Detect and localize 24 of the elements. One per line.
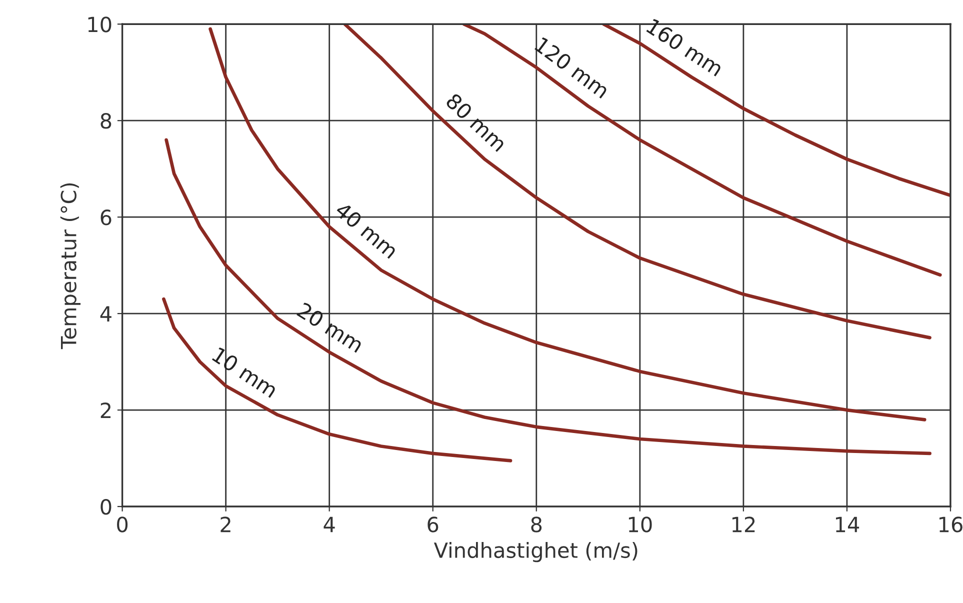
y-tick-label: 0 — [100, 498, 112, 515]
x-tick-label: 2 — [220, 516, 230, 532]
text: 120 mm — [534, 36, 610, 99]
x-axis-title: Vindhastighet (m/s) — [434, 542, 638, 562]
text: 160 mm — [646, 18, 724, 77]
x-tick-label: 12 — [732, 516, 755, 532]
x-tick-label: 4 — [324, 516, 335, 532]
x-tick-label: 8 — [531, 516, 542, 532]
y-tick-label: 2 — [100, 402, 110, 418]
x-tick-label: 10 — [628, 516, 652, 532]
y-tick-label: 10 — [88, 16, 112, 32]
x-tick-label: 14 — [836, 516, 860, 532]
y-tick-label: 4 — [100, 306, 112, 322]
text: 80 mm — [445, 92, 508, 152]
x-tick-label: 16 — [940, 516, 962, 532]
y-tick-label: 6 — [100, 210, 112, 226]
text: 10 mm — [212, 346, 278, 398]
text: 20 mm — [296, 302, 364, 353]
line-series — [162, 297, 512, 462]
y-axis-title: Temperatur (°C) — [60, 183, 81, 350]
text: 40 mm — [334, 201, 399, 259]
x-tick-label: 0 — [117, 516, 128, 532]
x-tick-label: 6 — [428, 516, 438, 532]
y-tick-label: 8 — [100, 113, 112, 129]
